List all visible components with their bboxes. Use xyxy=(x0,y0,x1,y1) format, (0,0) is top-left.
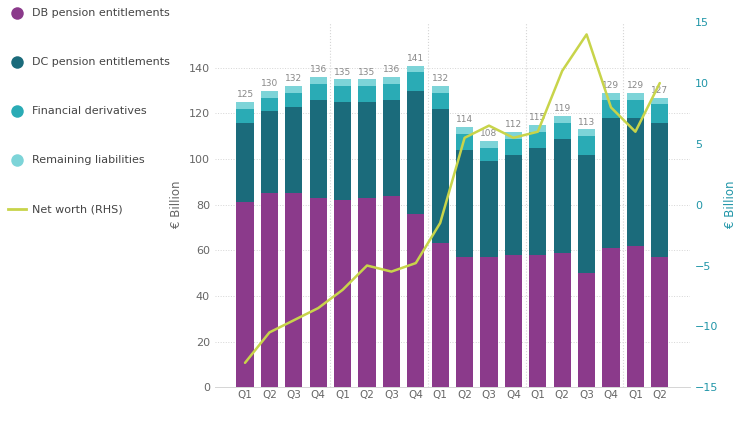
Bar xyxy=(578,136,595,154)
Bar xyxy=(505,132,522,138)
Bar xyxy=(553,116,571,122)
Bar xyxy=(578,154,595,273)
Bar xyxy=(602,118,620,248)
Text: 112: 112 xyxy=(505,120,522,129)
Text: 129: 129 xyxy=(602,81,620,90)
Bar xyxy=(285,193,302,387)
Bar xyxy=(285,93,302,107)
Text: Financial derivatives: Financial derivatives xyxy=(32,106,147,116)
Bar xyxy=(310,84,326,100)
Text: 113: 113 xyxy=(578,118,595,127)
Bar xyxy=(310,198,326,387)
Bar xyxy=(285,107,302,193)
Bar xyxy=(602,100,620,118)
Text: 129: 129 xyxy=(627,81,644,90)
Bar xyxy=(334,79,351,86)
Bar xyxy=(431,86,449,93)
Bar xyxy=(431,243,449,387)
Text: 108: 108 xyxy=(480,129,498,138)
Bar xyxy=(651,97,668,104)
Bar xyxy=(627,118,644,246)
Text: 132: 132 xyxy=(431,74,449,83)
Bar xyxy=(407,214,425,387)
Bar xyxy=(578,273,595,387)
Text: Net worth (RHS): Net worth (RHS) xyxy=(32,204,123,214)
Text: 132: 132 xyxy=(285,74,302,83)
Bar xyxy=(261,111,278,193)
Bar xyxy=(456,134,474,150)
Bar xyxy=(651,104,668,122)
Bar xyxy=(480,148,498,162)
Bar xyxy=(383,77,400,84)
Bar xyxy=(383,84,400,100)
Y-axis label: € Billion: € Billion xyxy=(170,181,183,228)
Bar xyxy=(602,248,620,387)
Text: 135: 135 xyxy=(358,68,375,77)
Bar xyxy=(602,93,620,100)
Bar xyxy=(237,122,253,202)
Text: 125: 125 xyxy=(237,90,253,99)
Bar xyxy=(237,202,253,387)
Bar xyxy=(310,77,326,84)
Text: 127: 127 xyxy=(651,86,668,95)
Bar xyxy=(431,109,449,243)
Bar xyxy=(261,97,278,111)
Bar xyxy=(358,79,375,86)
Bar xyxy=(237,109,253,122)
Bar xyxy=(627,93,644,100)
Bar xyxy=(334,86,351,102)
Bar xyxy=(285,86,302,93)
Y-axis label: € Billion: € Billion xyxy=(724,181,737,228)
Bar xyxy=(578,129,595,136)
Text: 141: 141 xyxy=(407,54,425,63)
Bar xyxy=(480,162,498,257)
Bar xyxy=(529,125,547,132)
Bar xyxy=(431,93,449,109)
Bar xyxy=(529,255,547,387)
Bar xyxy=(261,91,278,97)
Bar xyxy=(553,253,571,387)
Text: 119: 119 xyxy=(553,104,571,113)
Bar xyxy=(480,141,498,148)
Bar xyxy=(358,86,375,102)
Bar xyxy=(310,100,326,198)
Bar xyxy=(505,154,522,255)
Bar xyxy=(480,257,498,387)
Bar xyxy=(334,200,351,387)
Bar xyxy=(261,193,278,387)
Bar xyxy=(358,102,375,198)
Bar xyxy=(456,150,474,257)
Bar xyxy=(383,195,400,387)
Text: DC pension entitlements: DC pension entitlements xyxy=(32,57,170,67)
Bar xyxy=(505,138,522,154)
Bar xyxy=(407,73,425,91)
Bar xyxy=(358,198,375,387)
Bar xyxy=(529,132,547,148)
Text: 115: 115 xyxy=(529,113,547,122)
Bar xyxy=(407,91,425,214)
Bar xyxy=(553,122,571,138)
Bar xyxy=(383,100,400,195)
Bar xyxy=(456,127,474,134)
Text: DB pension entitlements: DB pension entitlements xyxy=(32,8,170,18)
Bar xyxy=(529,148,547,255)
Text: 135: 135 xyxy=(334,68,351,77)
Bar xyxy=(553,138,571,253)
Text: 136: 136 xyxy=(383,65,400,74)
Text: 136: 136 xyxy=(310,65,326,74)
Bar xyxy=(651,257,668,387)
Bar xyxy=(651,122,668,257)
Bar xyxy=(456,257,474,387)
Bar xyxy=(407,65,425,73)
Text: Remaining liabilities: Remaining liabilities xyxy=(32,155,145,165)
Bar xyxy=(627,246,644,387)
Text: 114: 114 xyxy=(456,115,474,125)
Bar xyxy=(505,255,522,387)
Bar xyxy=(627,100,644,118)
Text: 130: 130 xyxy=(261,79,278,88)
Bar xyxy=(334,102,351,200)
Bar xyxy=(237,102,253,109)
